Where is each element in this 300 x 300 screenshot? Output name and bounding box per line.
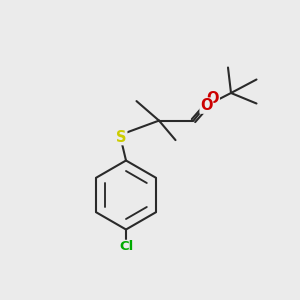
Text: S: S bbox=[116, 130, 127, 145]
Text: O: O bbox=[200, 98, 213, 113]
Text: Cl: Cl bbox=[119, 240, 133, 254]
Text: O: O bbox=[207, 91, 219, 106]
